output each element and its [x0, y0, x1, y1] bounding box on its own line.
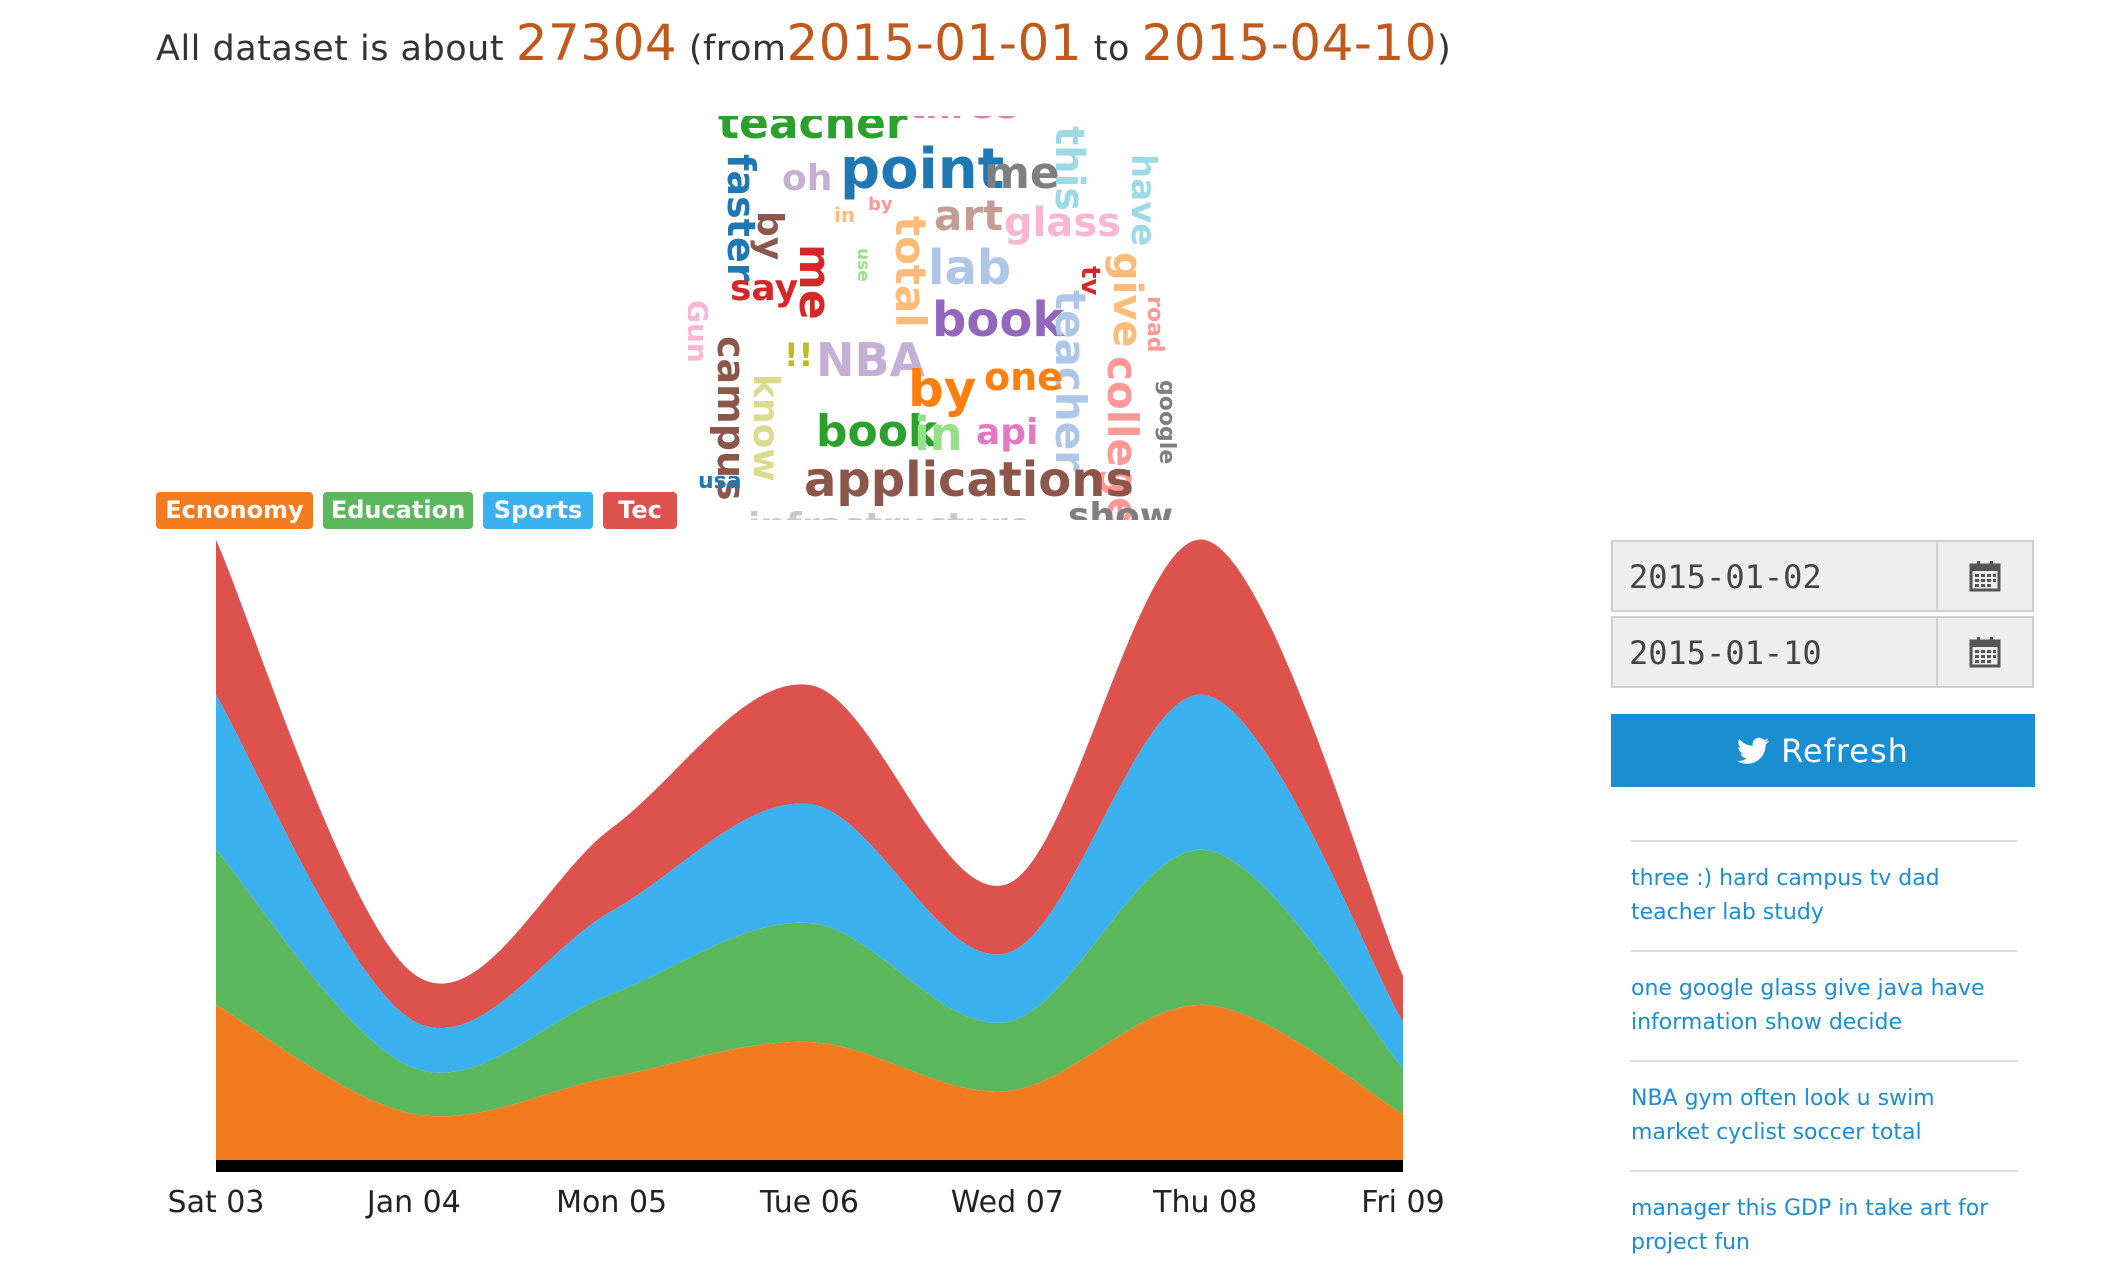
word-cloud-word: show [1068, 496, 1173, 520]
tweet-link[interactable]: three :) hard campus tv dad teacher lab … [1631, 866, 1940, 925]
area-education[interactable] [216, 849, 1403, 1117]
word-cloud-word: teacher [1046, 290, 1095, 471]
word-cloud-word: use [853, 248, 873, 282]
word-cloud-word: usa [698, 469, 742, 494]
calendar-icon[interactable] [1936, 542, 2032, 610]
calendar-icon[interactable] [1936, 618, 2032, 686]
area-tec[interactable] [216, 539, 1403, 1029]
summary-from-label: (from [688, 29, 787, 69]
tweet-link[interactable]: NBA gym often look u swim market cyclist… [1631, 1086, 1935, 1145]
summary-close: ) [1437, 29, 1452, 69]
word-cloud-word: campus [709, 336, 753, 501]
word-cloud-word: api [976, 412, 1038, 453]
word-cloud-word: tv [1075, 266, 1105, 295]
word-cloud: teacherthreepointmethishavefasterohbyart… [688, 116, 1178, 520]
summary-prefix: All dataset is about [156, 29, 505, 69]
word-cloud-word: Gun [688, 300, 714, 363]
dataset-end-date: 2015-04-10 [1141, 14, 1438, 72]
legend-tec[interactable]: Tec [603, 492, 677, 529]
word-cloud-word: applications [804, 452, 1134, 508]
word-cloud-word: have [1123, 154, 1163, 246]
word-cloud-word: by [908, 360, 976, 418]
word-cloud-word: by [868, 194, 893, 215]
word-cloud-word: oh [782, 158, 832, 199]
word-cloud-word: google [1154, 380, 1178, 464]
x-tick-label: Jan 04 [365, 1185, 461, 1220]
word-cloud-word: art [934, 191, 1003, 240]
word-cloud-word: one [984, 355, 1063, 399]
word-cloud-word: point [840, 137, 1004, 202]
x-tick-label: Thu 08 [1152, 1185, 1257, 1220]
x-tick-label: Mon 05 [556, 1185, 667, 1220]
x-tick-label: Wed 07 [951, 1185, 1064, 1220]
tweet-item: manager this GDP in take art for project… [1631, 1170, 2017, 1280]
chart-canvas: Sat 03 Jan 04 Mon 05 Tue 06 Wed 07 Thu 08 Fri … [168, 539, 1445, 1220]
tweet-item: three :) hard campus tv dad teacher lab … [1631, 840, 2017, 950]
word-cloud-word: teacher [718, 116, 908, 149]
x-tick-label: Sat 03 [168, 1185, 265, 1220]
word-cloud-word: total [886, 216, 935, 328]
legend-education[interactable]: Education [323, 492, 473, 529]
word-cloud-word: faster [719, 154, 763, 282]
word-cloud-word: say [730, 268, 798, 309]
word-cloud-word: glass [1004, 200, 1121, 246]
stacked-area-chart: Sat 03 Jan 04 Mon 05 Tue 06 Wed 07 Thu 08 Fri … [150, 520, 1480, 1224]
start-date-input[interactable]: 2015-01-02 [1629, 558, 1822, 596]
tweet-link[interactable]: one google glass give java have informat… [1631, 976, 1985, 1035]
word-cloud-word: in [834, 203, 855, 227]
word-cloud-word: by [749, 211, 790, 260]
word-cloud-word: lab [928, 240, 1011, 296]
word-cloud-word: me [789, 244, 840, 320]
word-cloud-word: in [914, 407, 963, 461]
word-cloud-word: NBA [816, 333, 926, 387]
twitter-icon [1737, 737, 1770, 764]
refresh-button[interactable]: Refresh [1611, 714, 2035, 787]
start-date-picker[interactable]: 2015-01-02 [1611, 540, 2034, 612]
tweet-item: one google glass give java have informat… [1631, 950, 2017, 1060]
end-date-picker[interactable]: 2015-01-10 [1611, 616, 2034, 688]
tweet-list: three :) hard campus tv dad teacher lab … [1631, 840, 2017, 1280]
word-cloud-word: book [932, 292, 1065, 348]
legend-sports[interactable]: Sports [483, 492, 593, 529]
word-cloud-word: college [1098, 356, 1147, 520]
dataset-summary: All dataset is about 27304 (from2015-01-… [156, 14, 1451, 72]
word-cloud-word: infrastructure [748, 506, 1032, 520]
dataset-count: 27304 [515, 14, 678, 72]
legend-economy[interactable]: Ecnonomy [156, 492, 313, 529]
word-cloud-word: road [1142, 296, 1167, 353]
word-cloud-word: book [816, 406, 939, 457]
area-sports[interactable] [216, 694, 1403, 1073]
area-ecnonomy[interactable] [216, 1004, 1403, 1160]
summary-to-label: to [1093, 29, 1130, 69]
end-date-input[interactable]: 2015-01-10 [1629, 634, 1822, 672]
x-tick-label: Tue 06 [759, 1185, 859, 1220]
word-cloud-word: me [984, 148, 1060, 199]
x-tick-label: Fri 09 [1361, 1185, 1444, 1220]
tweet-item: NBA gym often look u swim market cyclist… [1631, 1060, 2017, 1170]
x-axis-line [216, 1160, 1403, 1172]
refresh-label: Refresh [1781, 731, 1909, 770]
word-cloud-canvas: teacherthreepointmethishavefasterohbyart… [688, 116, 1178, 520]
word-cloud-word: !! [784, 336, 813, 374]
dataset-start-date: 2015-01-01 [786, 14, 1083, 72]
word-cloud-word: know [745, 374, 786, 482]
word-cloud-word: give [1104, 252, 1150, 348]
word-cloud-word: this [1046, 126, 1092, 211]
tweet-link[interactable]: manager this GDP in take art for project… [1631, 1196, 1989, 1255]
word-cloud-word: three [908, 116, 1017, 127]
